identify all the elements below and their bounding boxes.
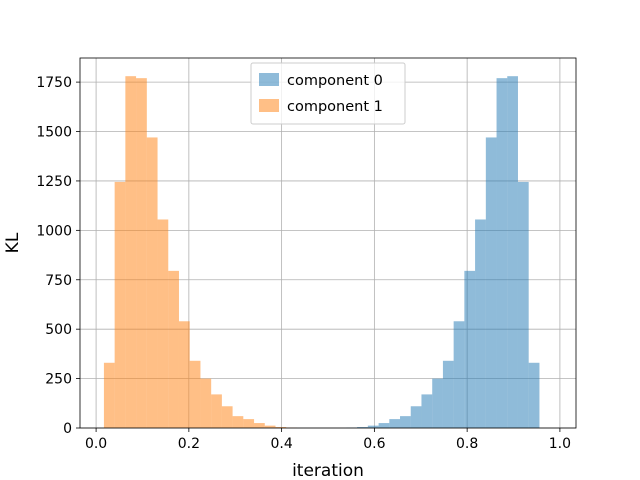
histogram-bar [410,406,422,428]
histogram-bar [168,270,179,428]
histogram-bar [114,181,126,428]
histogram-bar [453,321,465,428]
histogram-bar [264,425,276,428]
histogram-bar [136,78,147,429]
series-component-0 [346,76,540,429]
y-axis-ticks: 0 250 500 750 1000 1250 1500 1750 [36,75,80,437]
histogram-bar [211,394,222,428]
y-tick-label: 0 [63,421,72,437]
histogram-bar [157,219,169,428]
x-tick-label: 0.6 [363,436,385,452]
histogram-bar [442,360,454,428]
histogram-bar [528,362,540,428]
histogram-bar [178,321,190,428]
histogram-bar [485,137,497,428]
histogram-bar [125,76,137,428]
histogram-bar [517,181,529,428]
y-tick-label: 750 [45,273,72,289]
y-tick-label: 1500 [36,125,72,141]
histogram-bar [146,137,158,428]
legend-entry-label: component 1 [287,99,383,115]
legend: component 0 component 1 [250,62,406,125]
y-tick-label: 500 [45,322,72,338]
histogram-bar [464,270,476,428]
histogram-bar [389,419,401,428]
y-tick-label: 1000 [36,223,72,239]
legend-entry-label: component 0 [287,73,383,89]
histogram-bar [275,427,287,428]
x-tick-label: 0.8 [456,436,478,452]
legend-swatch [259,99,279,112]
histogram-bar [103,362,115,428]
x-tick-label: 0.4 [270,436,292,452]
x-axis-label: iteration [292,461,364,480]
x-tick-label: 0.0 [85,436,107,452]
histogram-bar [232,416,244,428]
histogram-bar [475,219,486,428]
histogram-bar [496,78,508,429]
histogram-bar [367,425,379,428]
histogram-bar [378,423,390,428]
x-tick-label: 0.2 [178,436,200,452]
series-component-1 [103,76,297,429]
y-tick-label: 1750 [36,75,72,91]
x-tick-label: 1.0 [549,436,571,452]
histogram-bar [254,423,265,428]
histogram-bar [357,427,368,428]
y-tick-label: 250 [45,372,72,388]
histogram-bar [221,406,233,428]
x-axis-ticks: 0.0 0.2 0.4 0.6 0.8 1.0 [85,428,571,452]
legend-box [250,62,406,125]
histogram-bar [432,378,443,428]
histogram-bar [507,76,518,428]
y-axis-label: KL [3,232,23,253]
legend-swatch [259,73,279,86]
histogram-bar [189,360,201,428]
histogram-bar [400,416,411,428]
y-tick-label: 1250 [36,174,72,190]
histogram-bar [200,378,212,428]
histogram-bar [243,419,255,428]
plot-frame [79,57,577,429]
histogram-bar [421,394,433,428]
